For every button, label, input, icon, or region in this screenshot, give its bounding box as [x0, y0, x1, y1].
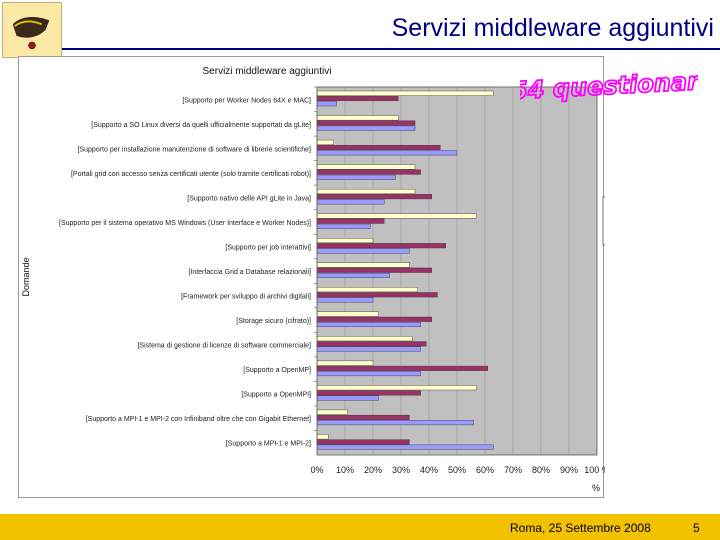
- bar: [316, 336, 413, 342]
- footer-bar: [0, 514, 720, 540]
- bar: [316, 174, 396, 180]
- bar-chart: 0% 10% 20% 30% 40% 50% 60% 70% 80% 90% 100 % [Suppo…: [21, 66, 605, 493]
- category-label: [Interfaccia Grid a Database relazionali…: [188, 269, 311, 276]
- bar: [316, 385, 477, 391]
- title-divider: [62, 48, 720, 50]
- bar: [316, 169, 421, 175]
- bar: [316, 139, 334, 145]
- slide-title: Servizi middleware aggiuntivi: [391, 14, 714, 42]
- bar: [316, 243, 447, 249]
- x-tick-label: 20%: [364, 465, 382, 475]
- category-label: [Supporto per job interattivi]: [225, 244, 311, 251]
- bar: [316, 395, 379, 401]
- x-tick-label: 40%: [420, 465, 438, 475]
- category-label: [Framework per sviluppo di archivi digit…: [181, 294, 311, 301]
- bar: [316, 322, 421, 328]
- bar: [316, 365, 489, 371]
- bar: [316, 101, 337, 107]
- bar: [316, 150, 458, 156]
- category-label: [Supporto a MPI-1 e MPI-2 con Infiniband…: [86, 416, 311, 423]
- bar: [316, 297, 374, 303]
- bar: [316, 164, 416, 170]
- bar: [316, 444, 494, 450]
- bar: [316, 414, 410, 420]
- chart-title: Servizi middleware aggiuntivi: [203, 66, 332, 77]
- bar: [316, 292, 438, 298]
- bar: [316, 218, 385, 224]
- bar: [316, 237, 374, 243]
- bar: [316, 360, 374, 366]
- bar: [316, 267, 433, 273]
- bar: [316, 272, 391, 278]
- category-label: [Supporto per il sistema operativo MS Wi…: [59, 220, 311, 227]
- y-axis-label: Domande: [21, 257, 31, 296]
- chart-area: 0% 10% 20% 30% 40% 50% 60% 70% 80% 90% 100 % [Suppo…: [18, 56, 605, 498]
- bar: [316, 188, 416, 194]
- bar: [316, 371, 421, 377]
- footer-date: Roma, 25 Settembre 2008: [510, 521, 651, 535]
- x-tick-label: 60%: [476, 465, 494, 475]
- category-label: [Storage sicuro (cifrato)]: [236, 318, 311, 325]
- bar: [316, 145, 441, 151]
- x-tick-label: 70%: [504, 465, 522, 475]
- category-label: [Supporto a MPI-1 e MPI-2]: [226, 441, 311, 448]
- questionnaire-count-stamp: 54 questionari: [520, 66, 698, 104]
- category-label: [Supporto a OpenMP]: [243, 367, 311, 374]
- stamp-text: 54 questionari: [520, 67, 698, 104]
- bar: [316, 194, 433, 200]
- bar: [316, 439, 410, 445]
- category-label: [Sistema di gestione di licenze di softw…: [137, 343, 311, 350]
- x-tick-label: 30%: [392, 465, 410, 475]
- x-axis-label: %: [592, 483, 600, 493]
- bar: [316, 213, 477, 219]
- bar: [316, 341, 427, 347]
- x-tick-label: 80%: [532, 465, 550, 475]
- x-tick-label: 0%: [310, 465, 323, 475]
- category-label: [Supporto per Worker Nodes 64X e MAC]: [182, 97, 311, 104]
- bar: [316, 125, 416, 131]
- bar: [316, 346, 421, 352]
- category-label: [Supporto a SO Linux diversi da quelli u…: [91, 122, 311, 129]
- bar: [316, 434, 329, 440]
- bar: [316, 287, 419, 293]
- bar: [316, 316, 433, 322]
- sicily-logo: [2, 2, 62, 58]
- legend-box: [602, 196, 605, 246]
- x-tick-label: 100 %: [584, 465, 605, 475]
- bar: [316, 223, 371, 229]
- page-number: 5: [693, 521, 700, 535]
- bar: [316, 311, 379, 317]
- bar: [316, 262, 410, 268]
- x-tick-label: 10%: [336, 465, 354, 475]
- bar: [316, 420, 475, 426]
- category-label: [Supporto per installazione manutenzione…: [78, 146, 312, 153]
- bar: [316, 409, 348, 415]
- bar: [316, 96, 399, 102]
- bar: [316, 390, 421, 396]
- x-tick-label: 90%: [560, 465, 578, 475]
- x-tick-label: 50%: [448, 465, 466, 475]
- bar: [316, 90, 494, 96]
- category-label: [Supporto a OpenMPI]: [241, 392, 311, 399]
- bar: [316, 248, 410, 254]
- plot-frame: [316, 86, 598, 456]
- bar: [316, 199, 385, 205]
- category-label: [Portali grid con accesso senza certific…: [71, 171, 311, 178]
- bar: [316, 115, 399, 121]
- bar: [316, 120, 416, 126]
- category-label: [Supporto nativo delle API gLite in Java…: [187, 195, 311, 202]
